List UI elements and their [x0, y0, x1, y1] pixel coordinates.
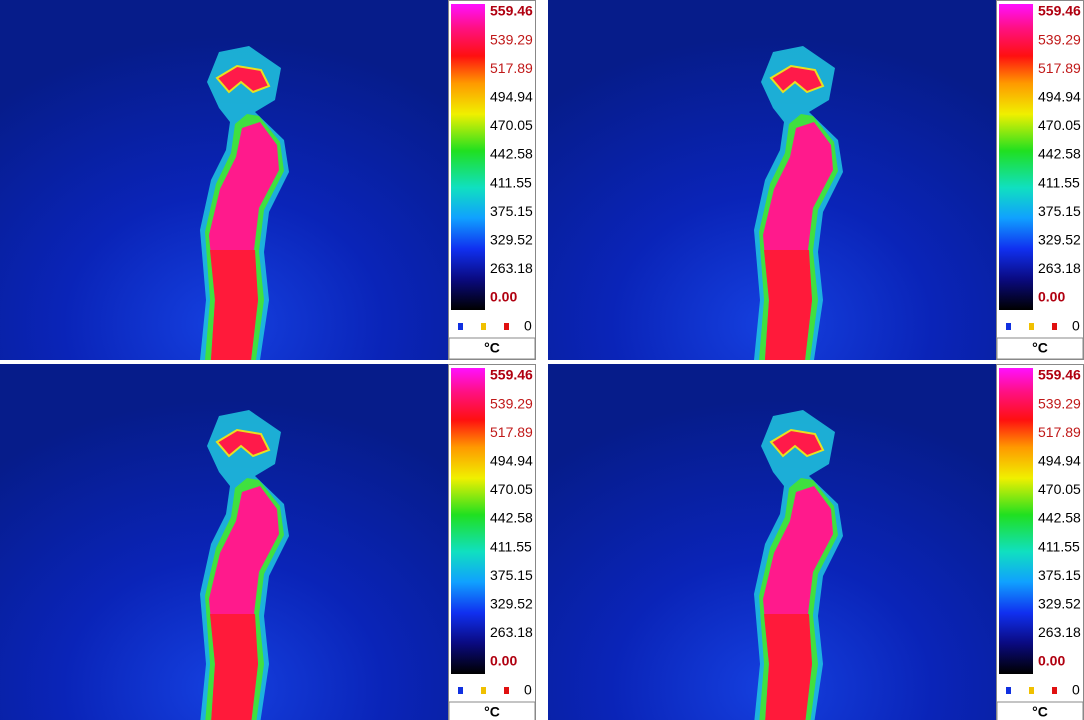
scale-label: 263.18: [490, 624, 533, 640]
scale-label: 375.15: [1038, 203, 1081, 219]
scale-label: 442.58: [1038, 510, 1081, 526]
scale-label: 559.46: [1038, 3, 1081, 19]
scale-label: 0.00: [490, 289, 517, 305]
scale-label: 411.55: [490, 538, 532, 554]
flame-base: [764, 614, 812, 720]
scale-label: 375.15: [490, 203, 533, 219]
scale-label: 0.00: [1038, 653, 1065, 669]
marker-swatch: [1052, 323, 1057, 330]
scale-label: 329.52: [1038, 232, 1081, 248]
flame-base: [764, 250, 812, 360]
marker-label: 0: [524, 682, 532, 698]
unit-label: °C: [1032, 704, 1048, 720]
colorbar: 559.46 539.29 517.89 494.94 470.05 442.58 411.…: [996, 364, 1084, 720]
marker-swatch: [1029, 687, 1034, 694]
scale-label: 263.18: [1038, 624, 1081, 640]
scale-label: 517.89: [490, 60, 533, 76]
scale-label: 329.52: [490, 232, 533, 248]
marker-swatch: [458, 687, 463, 694]
scale-label: 329.52: [490, 596, 533, 612]
scale-label: 494.94: [490, 89, 533, 105]
thermal-panel: 559.46 539.29 517.89 494.94 470.05 442.58 411.…: [548, 0, 1084, 360]
marker-swatch: [481, 323, 486, 330]
scale-label: 470.05: [490, 117, 533, 133]
scale-label: 559.46: [1038, 367, 1081, 383]
unit-box: [996, 701, 1084, 720]
marker-label: 0: [1072, 318, 1080, 334]
scale-label: 539.29: [1038, 395, 1081, 411]
marker-swatch: [458, 323, 463, 330]
scale-label: 470.05: [490, 481, 533, 497]
thermal-panel: 559.46 539.29 517.89 494.94 470.05 442.58 411.…: [0, 364, 536, 720]
scale-label: 470.05: [1038, 117, 1081, 133]
flame-tip: [769, 428, 825, 458]
scale-label: 539.29: [490, 395, 533, 411]
scale-label: 411.55: [1038, 174, 1080, 190]
scale-label: 0.00: [1038, 289, 1065, 305]
scale-label: 559.46: [490, 3, 533, 19]
thermal-panel: 559.46 539.29 517.89 494.94 470.05 442.58 411.…: [0, 0, 536, 360]
marker-swatch: [1006, 687, 1011, 694]
marker-swatch: [1029, 323, 1034, 330]
flame: [200, 46, 289, 360]
color-strip: [999, 368, 1033, 674]
marker-label: 0: [1072, 682, 1080, 698]
scale-label: 494.94: [1038, 453, 1081, 469]
unit-box: [448, 701, 536, 720]
marker-swatch: [504, 687, 509, 694]
scale-label: 442.58: [490, 510, 533, 526]
scale-label: 411.55: [490, 174, 532, 190]
color-strip: [999, 4, 1033, 310]
scale-label: 517.89: [490, 424, 533, 440]
marker-swatch: [1006, 323, 1011, 330]
scale-label: 263.18: [490, 260, 533, 276]
flame-base: [210, 250, 258, 360]
flame-tip: [215, 64, 271, 94]
flame-tip: [769, 64, 825, 94]
marker-swatch: [1052, 687, 1057, 694]
scale-label: 539.29: [1038, 31, 1081, 47]
marker-label: 0: [524, 318, 532, 334]
scale-label: 494.94: [1038, 89, 1081, 105]
color-strip: [451, 368, 485, 674]
scale-label: 0.00: [490, 653, 517, 669]
color-strip: [451, 4, 485, 310]
colorbar: 559.46 539.29 517.89 494.94 470.05 442.58 411.…: [448, 0, 536, 360]
colorbar: 559.46 539.29 517.89 494.94 470.05 442.58 411.…: [448, 364, 536, 720]
scale-label: 375.15: [1038, 567, 1081, 583]
flame: [754, 46, 843, 360]
scale-label: 375.15: [490, 567, 533, 583]
unit-label: °C: [484, 340, 500, 356]
flame-tip: [215, 428, 271, 458]
scale-label: 263.18: [1038, 260, 1081, 276]
scale-label: 411.55: [1038, 538, 1080, 554]
flame: [200, 410, 289, 720]
marker-swatch: [481, 687, 486, 694]
scale-label: 442.58: [1038, 146, 1081, 162]
unit-box: [448, 337, 536, 360]
colorbar: 559.46 539.29 517.89 494.94 470.05 442.58 411.…: [996, 0, 1084, 360]
scale-label: 517.89: [1038, 424, 1081, 440]
scale-label: 559.46: [490, 367, 533, 383]
unit-label: °C: [484, 704, 500, 720]
scale-label: 494.94: [490, 453, 533, 469]
scale-label: 329.52: [1038, 596, 1081, 612]
scale-label: 470.05: [1038, 481, 1081, 497]
scale-label: 517.89: [1038, 60, 1081, 76]
flame: [754, 410, 843, 720]
thermal-panel: 559.46 539.29 517.89 494.94 470.05 442.58 411.…: [548, 364, 1084, 720]
scale-label: 442.58: [490, 146, 533, 162]
marker-swatch: [504, 323, 509, 330]
unit-label: °C: [1032, 340, 1048, 356]
flame-base: [210, 614, 258, 720]
scale-label: 539.29: [490, 31, 533, 47]
unit-box: [996, 337, 1084, 360]
